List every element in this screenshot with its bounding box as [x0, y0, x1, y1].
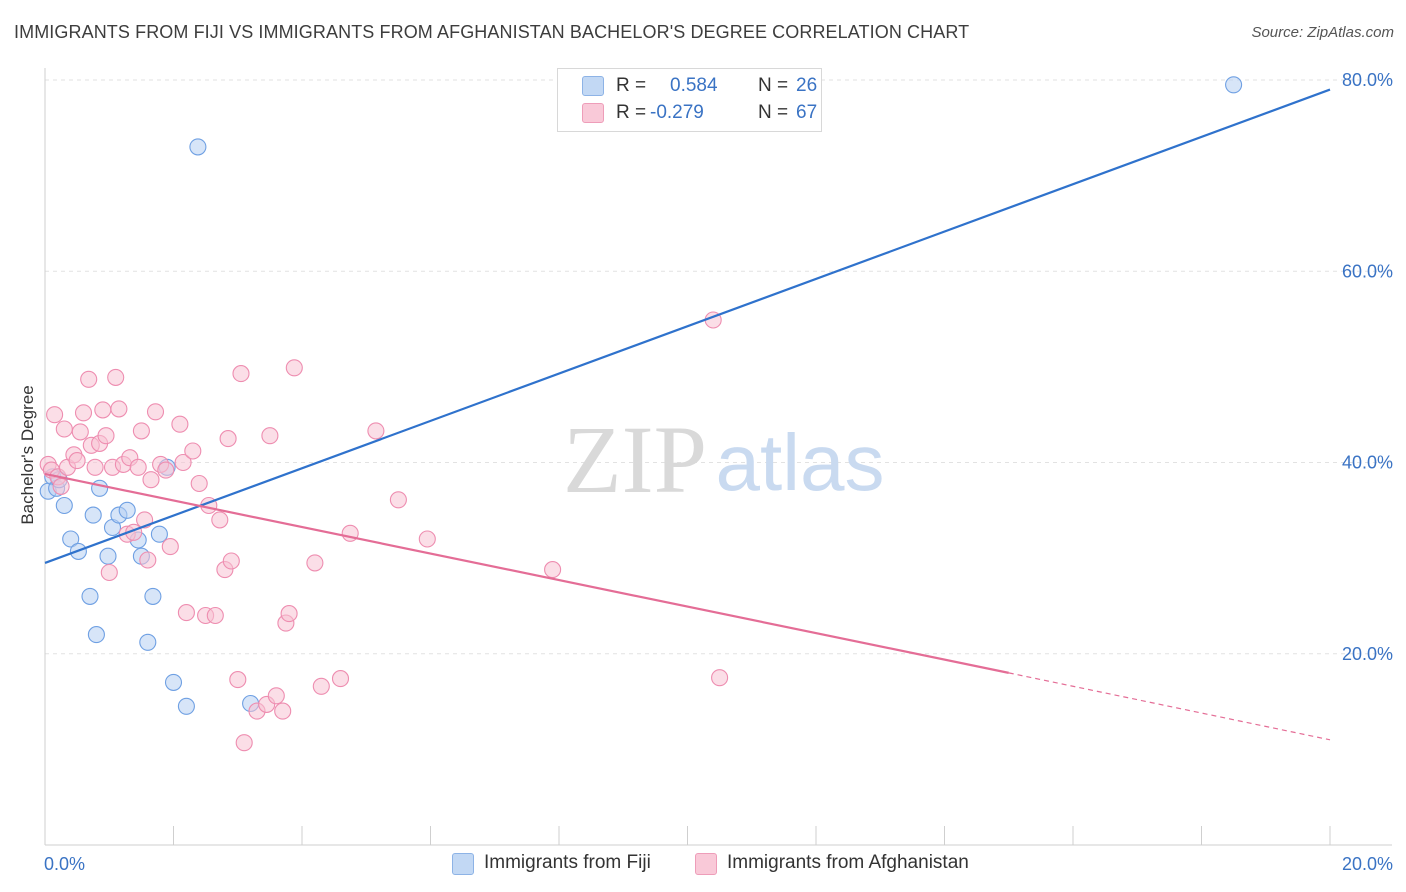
point-afghanistan — [331, 670, 350, 688]
point-afghanistan — [418, 530, 436, 548]
point-afghanistan — [711, 669, 729, 687]
point-fiji — [62, 530, 80, 548]
trend-line-afghanistan — [44, 472, 1009, 674]
legend-n-value: 67 — [796, 102, 818, 123]
series-swatch-fiji — [452, 853, 474, 875]
chart-source: Source: ZipAtlas.com — [1251, 24, 1394, 41]
point-afghanistan — [132, 422, 150, 440]
point-fiji — [87, 626, 105, 644]
trend-line-fiji — [44, 88, 1331, 564]
point-afghanistan — [190, 474, 208, 493]
point-afghanistan — [222, 552, 240, 570]
point-afghanistan — [306, 554, 324, 572]
watermark: ZIP atlas — [563, 406, 884, 513]
legend-r-label: R = — [616, 75, 647, 96]
point-afghanistan — [206, 606, 224, 625]
point-fiji — [55, 496, 73, 515]
correlation-legend: R = 0.584 N = 26 R = -0.279 N = 67 — [557, 68, 822, 132]
point-fiji — [177, 697, 195, 715]
point-afghanistan — [52, 477, 70, 495]
point-afghanistan — [80, 370, 98, 388]
point-afghanistan — [129, 458, 147, 476]
legend-r-value: 0.584 — [670, 75, 718, 96]
point-afghanistan — [232, 365, 250, 383]
point-fiji — [1225, 76, 1243, 94]
legend-r-value: -0.279 — [650, 102, 704, 123]
point-afghanistan — [86, 458, 104, 476]
point-afghanistan — [97, 427, 115, 445]
watermark-atlas: atlas — [716, 418, 885, 507]
trend-lines — [44, 88, 1331, 741]
legend-n-value: 26 — [796, 75, 818, 96]
point-fiji — [144, 587, 162, 605]
point-afghanistan — [261, 427, 279, 445]
tick-labels: 20.0% 40.0% 60.0% 80.0% 0.0% 20.0% — [44, 70, 1393, 874]
point-afghanistan — [74, 404, 93, 422]
x-tick-label: 0.0% — [44, 854, 85, 874]
point-afghanistan — [110, 400, 128, 418]
point-fiji — [118, 501, 136, 519]
point-afghanistan — [94, 401, 112, 419]
point-afghanistan — [107, 368, 125, 386]
series-label-afghanistan: Immigrants from Afghanistan — [727, 852, 969, 873]
point-afghanistan — [174, 453, 192, 472]
legend-r-label: R = — [616, 102, 647, 123]
series-swatch-afghanistan — [695, 853, 717, 875]
legend-swatch-fiji — [582, 76, 604, 96]
point-fiji — [99, 547, 117, 565]
y-axis-label: Bachelor's Degree — [18, 385, 37, 525]
legend-n-label: N = — [758, 75, 789, 96]
point-afghanistan — [55, 420, 73, 438]
point-afghanistan — [161, 538, 179, 556]
point-afghanistan — [142, 471, 160, 489]
point-afghanistan — [68, 452, 86, 470]
point-afghanistan — [71, 423, 89, 441]
point-afghanistan — [46, 406, 64, 424]
trend-line-afghanistan-extension — [1008, 672, 1331, 741]
x-tick-label: 20.0% — [1342, 854, 1393, 874]
point-afghanistan — [229, 671, 247, 689]
point-afghanistan — [389, 491, 407, 509]
legend-n-label: N = — [758, 102, 789, 123]
point-fiji — [164, 673, 183, 691]
point-afghanistan — [267, 687, 285, 705]
point-afghanistan — [219, 430, 237, 448]
point-fiji — [91, 479, 109, 497]
chart-title: IMMIGRANTS FROM FIJI VS IMMIGRANTS FROM … — [14, 22, 970, 42]
y-tick-label: 20.0% — [1342, 644, 1393, 664]
point-afghanistan — [274, 702, 292, 720]
point-afghanistan — [100, 563, 118, 582]
point-afghanistan — [280, 605, 298, 623]
y-tick-label: 40.0% — [1342, 453, 1393, 473]
legend-swatch-afghanistan — [582, 103, 604, 123]
point-afghanistan — [171, 415, 189, 433]
y-tick-label: 80.0% — [1342, 70, 1393, 90]
point-afghanistan — [184, 442, 202, 460]
point-afghanistan — [146, 403, 165, 421]
point-afghanistan — [177, 604, 195, 622]
point-afghanistan — [544, 561, 562, 579]
point-fiji — [189, 138, 207, 156]
point-afghanistan — [235, 734, 253, 752]
point-afghanistan — [285, 359, 303, 377]
series-label-fiji: Immigrants from Fiji — [484, 852, 651, 873]
point-fiji — [81, 587, 99, 605]
point-afghanistan — [211, 511, 229, 529]
point-fiji — [84, 506, 102, 524]
watermark-zip: ZIP — [563, 406, 707, 513]
grid-lines — [45, 79, 1392, 655]
point-afghanistan — [139, 551, 157, 569]
point-afghanistan — [367, 422, 385, 440]
point-afghanistan — [312, 677, 330, 695]
point-fiji — [150, 525, 168, 543]
point-afghanistan — [157, 461, 175, 479]
y-tick-label: 60.0% — [1342, 261, 1393, 281]
point-fiji — [139, 633, 157, 651]
